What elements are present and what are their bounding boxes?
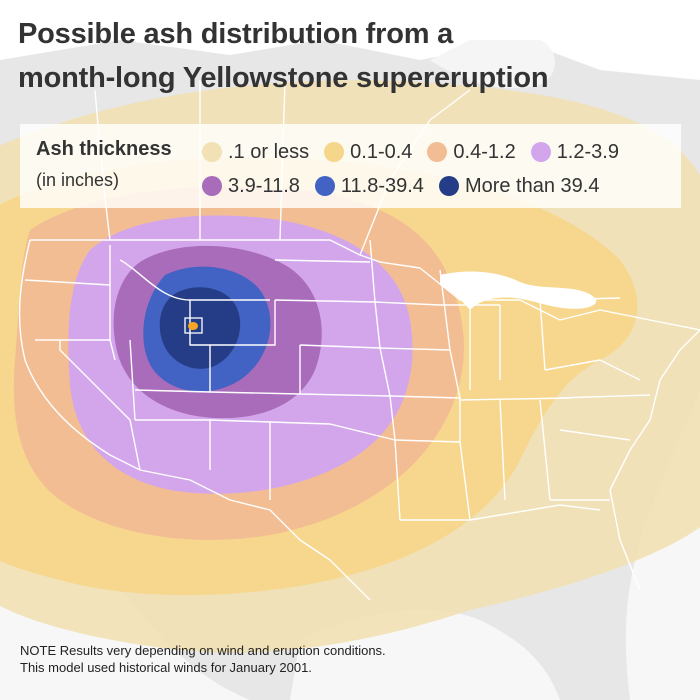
border-mo-ar [389,395,461,399]
legend-item-01-or-less: .1 or less [202,141,309,164]
legend-label: 1.2-3.9 [556,140,619,163]
legend: Ash thickness (in inches) .1 or less 0.1… [20,124,681,208]
border-mn-ia [374,301,441,306]
border-nv-ut [129,339,136,421]
border-id-west [109,245,116,361]
legend-label: .1 or less [228,140,310,163]
legend-row-1: .1 or less 0.1-0.4 0.4-1.2 1.2-3.9 [202,138,634,166]
east-coast [609,329,700,591]
footnote-line-2: This model used historical winds for Jan… [20,660,312,675]
legend-swatch [324,142,345,162]
border-mississippi [439,269,471,521]
border-ar-la [394,439,461,443]
legend-label: More than 39.4 [464,174,600,197]
ash-band-more-than-39.4 [159,287,241,369]
state-borders [18,79,700,601]
legend-item-0.4-1.2: 0.4-1.2 [427,140,516,164]
legend-label: 11.8-39.4 [340,174,424,197]
map-title-line-1: Possible ash distribution from a [18,18,454,50]
legend-swatch [530,142,551,162]
border-plains-east [369,239,401,521]
legend-swatch [314,176,335,196]
legend-swatch [438,176,459,196]
hudson-bay [430,40,555,89]
map-title: Possible ash distribution from a month-l… [18,12,678,100]
legend-item-1.2-3.9: 1.2-3.9 [530,140,619,164]
legend-label: 0.1-0.4 [350,140,413,163]
border-wy-box [189,300,276,346]
border-mt-south [119,259,270,301]
legend-item-more-than-39.4: More than 39.4 [438,174,600,198]
legend-label: 3.9-11.8 [228,174,300,197]
border-ms-al [499,399,506,501]
legend-heading: Ash thickness [36,138,172,160]
legend-item-0.1-0.4: 0.1-0.4 [324,141,412,164]
border-wv-va [544,359,641,381]
border-ok-tx [269,421,396,441]
legend-swatch [202,176,222,196]
border-ks-ok [299,393,391,397]
border-al-ga [539,399,551,501]
yellowstone-caldera [188,322,198,330]
border-gulf [400,504,601,521]
map-title-line-2: month-long Yellowstone supereruption [18,62,549,94]
border-nc-sc [559,429,631,441]
legend-row-2: 3.9-11.8 11.8-39.4 More than 39.4 [202,172,614,200]
ash-bands [0,80,700,653]
legend-item-3.9-11.8: 3.9-11.8 [202,175,300,198]
border-nd-sd [274,259,371,263]
us-mexico-border [139,469,371,601]
yellowstone-park-outline [184,317,203,334]
border-ne-ks [299,344,381,349]
legend-label: 0.4-1.2 [453,140,516,163]
legend-subheading: (in inches) [36,170,120,190]
border-ca-nv [59,340,141,471]
legend-swatch [202,142,222,162]
yellowstone-marker [184,317,203,334]
border-ky-tn [459,397,571,401]
great-lakes [440,271,597,310]
legend-swatch [427,142,448,162]
us-west-coast [18,239,141,471]
border-sd-ne [274,299,376,303]
border-wa-or [24,279,111,286]
border-oh-pa [539,299,546,371]
border-va-nc [559,394,651,399]
footnote: NOTE Results very depending on wind and … [20,642,386,676]
legend-item-11.8-39.4: 11.8-39.4 [314,174,424,198]
border-ia-mo [379,347,451,351]
us-canada-border [30,239,700,331]
footnote-line-1: NOTE Results very depending on wind and … [20,643,386,658]
